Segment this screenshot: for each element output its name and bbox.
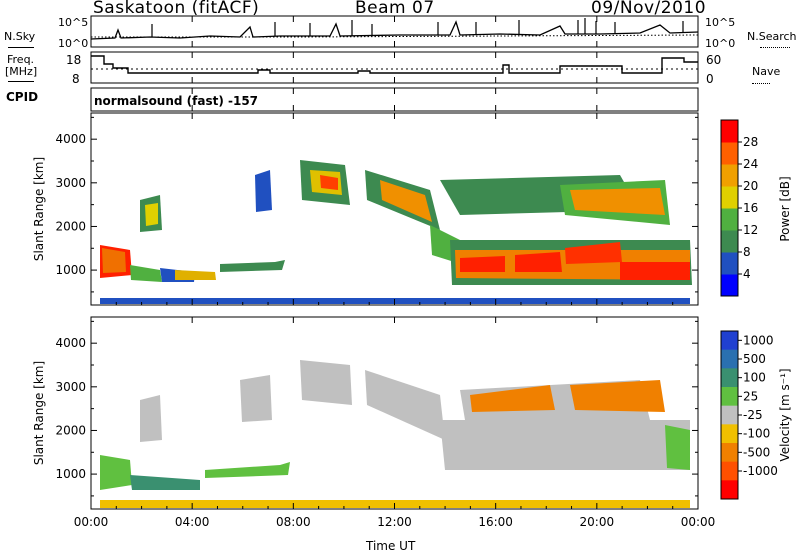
colorbar-swatch-0-4 (721, 186, 738, 209)
time-tick-label-6: 00:00 (681, 515, 716, 529)
time-tick-label-2: 08:00 (276, 515, 311, 529)
colorbar-tick-label-1-1: 500 (743, 352, 766, 366)
freq-label: Freq. (7, 53, 35, 66)
colorbar-swatch-0-6 (721, 142, 738, 165)
colorbar-swatch-1-0 (721, 331, 738, 351)
colorbar-swatch-1-1 (721, 349, 738, 369)
colorbar-tick-label-0-1: 8 (743, 245, 751, 259)
nave-tick-top: 60 (706, 53, 722, 67)
y-tick-label-1-0: 1000 (55, 467, 86, 481)
velocity-colorbar-label: Velocity [m s⁻¹] (778, 368, 792, 462)
colorbar-tick-label-1-7: -1000 (743, 464, 778, 478)
velocity-ylabel: Slant Range [km] (32, 360, 46, 466)
colorbar-swatch-0-3 (721, 208, 738, 231)
colorbar-tick-label-1-0: 1000 (743, 333, 774, 347)
colorbar-swatch-1-3 (721, 387, 738, 407)
colorbar-swatch-1-4 (721, 405, 738, 425)
nsky-tick-bottom: 10^0 (58, 37, 89, 50)
colorbar-layer: 4 8 12 16 20 24 28 1000 500 100 25 -25 -100 -500 -1000 (720, 119, 778, 500)
nsearch-label: N.Search (747, 30, 797, 43)
time-tick-label-0: 00:00 (74, 515, 109, 529)
beam-title: Beam 07 (355, 0, 435, 18)
time-tick-label-1: 04:00 (175, 515, 210, 529)
power-ylabel: Slant Range [km] (32, 156, 46, 262)
colorbar-swatch-1-2 (721, 368, 738, 388)
freq-unit-label: [MHz] (5, 65, 38, 78)
nsky-legend-line (8, 47, 34, 48)
colorbar-swatch-0-2 (721, 230, 738, 253)
nave-legend-line (752, 83, 770, 84)
nave-label: Nave (752, 65, 781, 78)
colorbar-tick-label-0-4: 20 (743, 179, 758, 193)
y-tick-label-0-0: 1000 (55, 263, 86, 277)
time-tick-label-4: 16:00 (478, 515, 513, 529)
colorbar-swatch-1-5 (721, 424, 738, 444)
axes-layer: 1000 2000 3000 4000 1000 2000 3000 4000 00:00 04:… (55, 16, 715, 529)
colorbar-outline-0 (720, 119, 739, 297)
nsearch-tick-top: 10^5 (705, 16, 736, 29)
cpid-value: normalsound (fast) -157 (94, 94, 259, 108)
time-tick-label-5: 20:00 (580, 515, 615, 529)
y-tick-label-1-1: 2000 (55, 423, 86, 437)
power-heatmap (100, 160, 692, 304)
colorbar-tick-label-1-2: 100 (743, 371, 766, 385)
nsky-label: N.Sky (4, 30, 36, 43)
colorbar-tick-label-0-6: 28 (743, 135, 758, 149)
colorbar-tick-label-1-4: -25 (743, 408, 763, 422)
freq-tick-bottom: 8 (72, 72, 80, 86)
nsearch-tick-bottom: 10^0 (705, 37, 736, 50)
colorbar-tick-label-1-3: 25 (743, 389, 758, 403)
y-tick-label-0-3: 4000 (55, 132, 86, 146)
colorbar-tick-label-0-0: 4 (743, 267, 751, 281)
nsky-trace (90, 20, 699, 40)
colorbar-swatch-0-1 (721, 252, 738, 275)
nave-tick-bottom: 0 (706, 72, 714, 86)
station-title: Saskatoon (fitACF) (93, 0, 260, 18)
time-axis-label: Time UT (366, 539, 416, 553)
colorbar-tick-label-0-3: 16 (743, 201, 758, 215)
colorbar-swatch-0-5 (721, 164, 738, 187)
y-tick-label-1-3: 4000 (55, 336, 86, 350)
colorbar-swatch-1-6 (721, 443, 738, 463)
y-tick-label-1-2: 3000 (55, 380, 86, 394)
colorbar-tick-label-1-5: -100 (743, 427, 770, 441)
colorbar-outline-1 (720, 330, 739, 500)
cpid-label: CPID (6, 90, 39, 104)
nsearch-legend-line (760, 47, 790, 48)
colorbar-swatch-0-7 (721, 120, 738, 143)
power-colorbar-label: Power [dB] (778, 176, 792, 242)
colorbar-swatch-0-0 (721, 274, 738, 297)
colorbar-tick-label-0-2: 12 (743, 223, 758, 237)
colorbar-tick-label-0-5: 24 (743, 157, 758, 171)
freq-tick-top: 18 (66, 53, 82, 67)
colorbar-swatch-1-8 (721, 480, 738, 500)
date-title: 09/Nov/2010 (591, 0, 707, 18)
y-tick-label-0-1: 2000 (55, 219, 86, 233)
y-tick-label-0-2: 3000 (55, 176, 86, 190)
nsearch-trace (91, 34, 699, 38)
time-tick-label-3: 12:00 (377, 515, 412, 529)
freq-trace (91, 55, 698, 74)
velocity-heatmap (100, 360, 690, 508)
colorbar-swatch-1-7 (721, 461, 738, 481)
colorbar-tick-label-1-6: -500 (743, 445, 770, 459)
freq-legend-line (8, 81, 34, 82)
nsky-spikes (151, 18, 684, 37)
nsky-tick-top: 10^5 (58, 16, 89, 29)
